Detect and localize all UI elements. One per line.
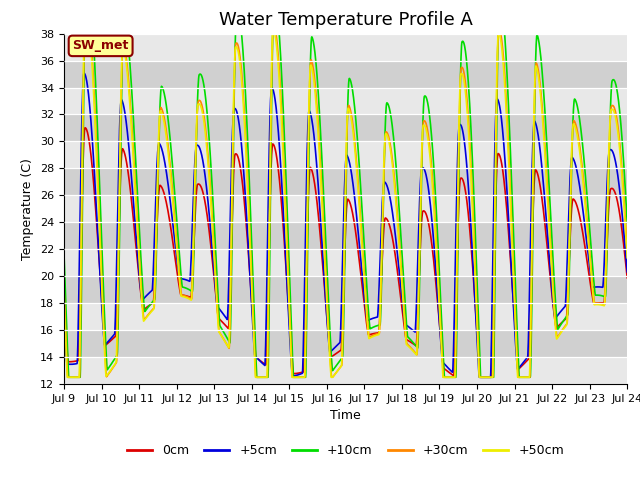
Y-axis label: Temperature (C): Temperature (C)	[22, 158, 35, 260]
Bar	[64, 168, 627, 195]
Bar	[64, 357, 627, 384]
Bar	[64, 330, 627, 357]
Bar	[64, 195, 627, 222]
Bar	[64, 114, 627, 142]
Bar	[64, 87, 627, 114]
Title: Water Temperature Profile A: Water Temperature Profile A	[219, 11, 472, 29]
Bar	[64, 222, 627, 249]
X-axis label: Time: Time	[330, 409, 361, 422]
Bar	[64, 249, 627, 276]
Bar	[64, 142, 627, 168]
Legend: 0cm, +5cm, +10cm, +30cm, +50cm: 0cm, +5cm, +10cm, +30cm, +50cm	[122, 439, 569, 462]
Bar	[64, 303, 627, 330]
Bar	[64, 276, 627, 303]
Text: SW_met: SW_met	[72, 39, 129, 52]
Bar	[64, 34, 627, 60]
Bar	[64, 60, 627, 87]
